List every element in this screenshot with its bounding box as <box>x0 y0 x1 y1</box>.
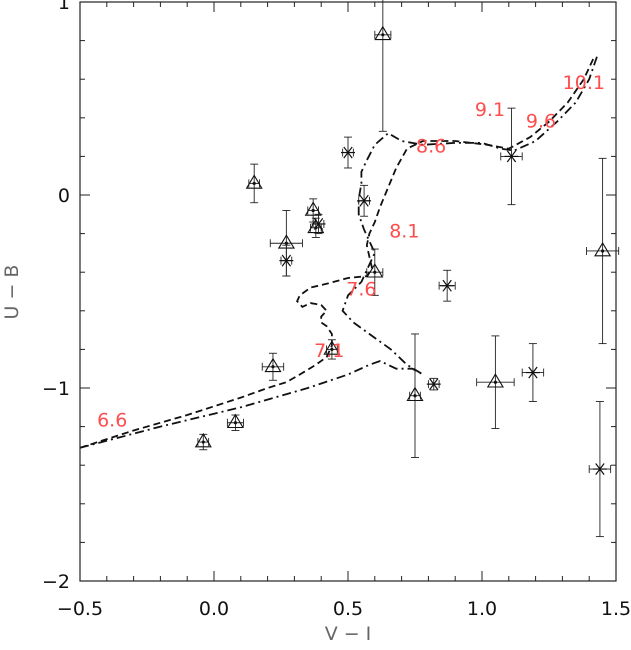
triangle-marker <box>245 174 263 189</box>
triangle-center-dot <box>252 181 256 186</box>
triangle-marker <box>594 241 612 257</box>
y-tick-label: 1 <box>58 0 70 14</box>
model-tracks <box>79 55 599 449</box>
triangle-data-point <box>476 335 515 429</box>
y-tick-label: −2 <box>42 571 70 593</box>
triangle-data-point <box>245 163 263 204</box>
triangle-center-dot <box>413 394 417 398</box>
triangle-data-point <box>586 157 620 345</box>
age-label: 6.6 <box>97 410 127 432</box>
asterisk-stroke <box>429 378 439 391</box>
triangle-data-point <box>374 0 392 132</box>
triangle-center-dot <box>233 421 238 425</box>
asterisk-data-point <box>311 213 326 235</box>
asterisk-data-point <box>588 401 612 538</box>
triangle-data-point <box>226 413 244 431</box>
asterisk-stroke <box>528 366 538 379</box>
triangle-center-dot <box>330 347 334 351</box>
triangle-center-dot <box>493 380 497 384</box>
triangle-marker <box>374 25 392 41</box>
age-label: 7.6 <box>346 278 376 300</box>
triangle-center-dot <box>284 241 288 245</box>
age-label: 7.1 <box>314 340 344 362</box>
triangle-marker <box>366 263 384 278</box>
asterisk-stroke <box>506 150 517 163</box>
triangle-center-dot <box>271 365 275 369</box>
triangle-data-point <box>366 248 384 296</box>
asterisk-stroke <box>313 217 324 230</box>
x-tick-label: 0.0 <box>199 598 229 620</box>
triangle-marker <box>486 373 504 388</box>
asterisk-data-point <box>357 184 372 217</box>
triangle-data-point <box>194 432 212 451</box>
asterisk-stroke <box>343 146 353 159</box>
triangle-center-dot <box>201 440 205 444</box>
triangle-data-point <box>323 339 341 360</box>
asterisk-data-point <box>426 377 441 391</box>
asterisk-stroke <box>442 279 452 292</box>
triangle-marker <box>194 432 212 448</box>
y-tick-label: −1 <box>42 378 70 400</box>
y-axis-title: U − B <box>1 265 23 320</box>
y-tick-label: 0 <box>58 185 70 207</box>
triangle-marker <box>406 386 424 402</box>
asterisk-stroke <box>281 254 292 267</box>
asterisk-data-point <box>341 136 355 169</box>
dashed-track-line <box>79 55 596 449</box>
asterisk-stroke <box>359 194 369 207</box>
triangle-center-dot <box>601 249 605 253</box>
age-label: 10.1 <box>563 72 605 94</box>
x-tick-label: 1.5 <box>601 598 631 620</box>
triangle-data-point <box>261 352 285 381</box>
triangle-marker <box>226 413 244 429</box>
triangle-data-point <box>304 198 322 223</box>
data-points <box>194 0 620 538</box>
age-label: 8.1 <box>389 221 419 243</box>
asterisk-data-point <box>279 244 294 277</box>
triangle-center-dot <box>373 270 377 274</box>
dashdot-track-line <box>79 55 599 449</box>
triangle-marker <box>304 201 322 216</box>
x-tick-label: 1.0 <box>467 598 497 620</box>
asterisk-data-point <box>438 269 456 302</box>
axis-ticks: −0.5 0.0 0.5 1.0 1.5 1 0 −1 −2 <box>42 0 631 620</box>
x-tick-label: 0.5 <box>333 598 363 620</box>
asterisk-data-point <box>500 107 523 206</box>
age-label: 8.6 <box>416 136 446 158</box>
x-axis-title: V − I <box>325 623 372 645</box>
age-label: 9.6 <box>526 111 556 133</box>
triangle-center-dot <box>381 33 385 37</box>
triangle-center-dot <box>311 208 315 213</box>
triangle-data-point <box>406 333 424 458</box>
asterisk-stroke <box>595 463 605 476</box>
age-labels: 6.6 7.1 7.6 8.1 8.6 9.1 9.6 10.1 <box>97 72 605 432</box>
age-label: 9.1 <box>475 99 505 121</box>
asterisk-data-point <box>521 343 545 402</box>
x-tick-label: −0.5 <box>57 598 103 620</box>
triangle-marker <box>323 340 341 355</box>
triangle-marker <box>264 357 282 373</box>
